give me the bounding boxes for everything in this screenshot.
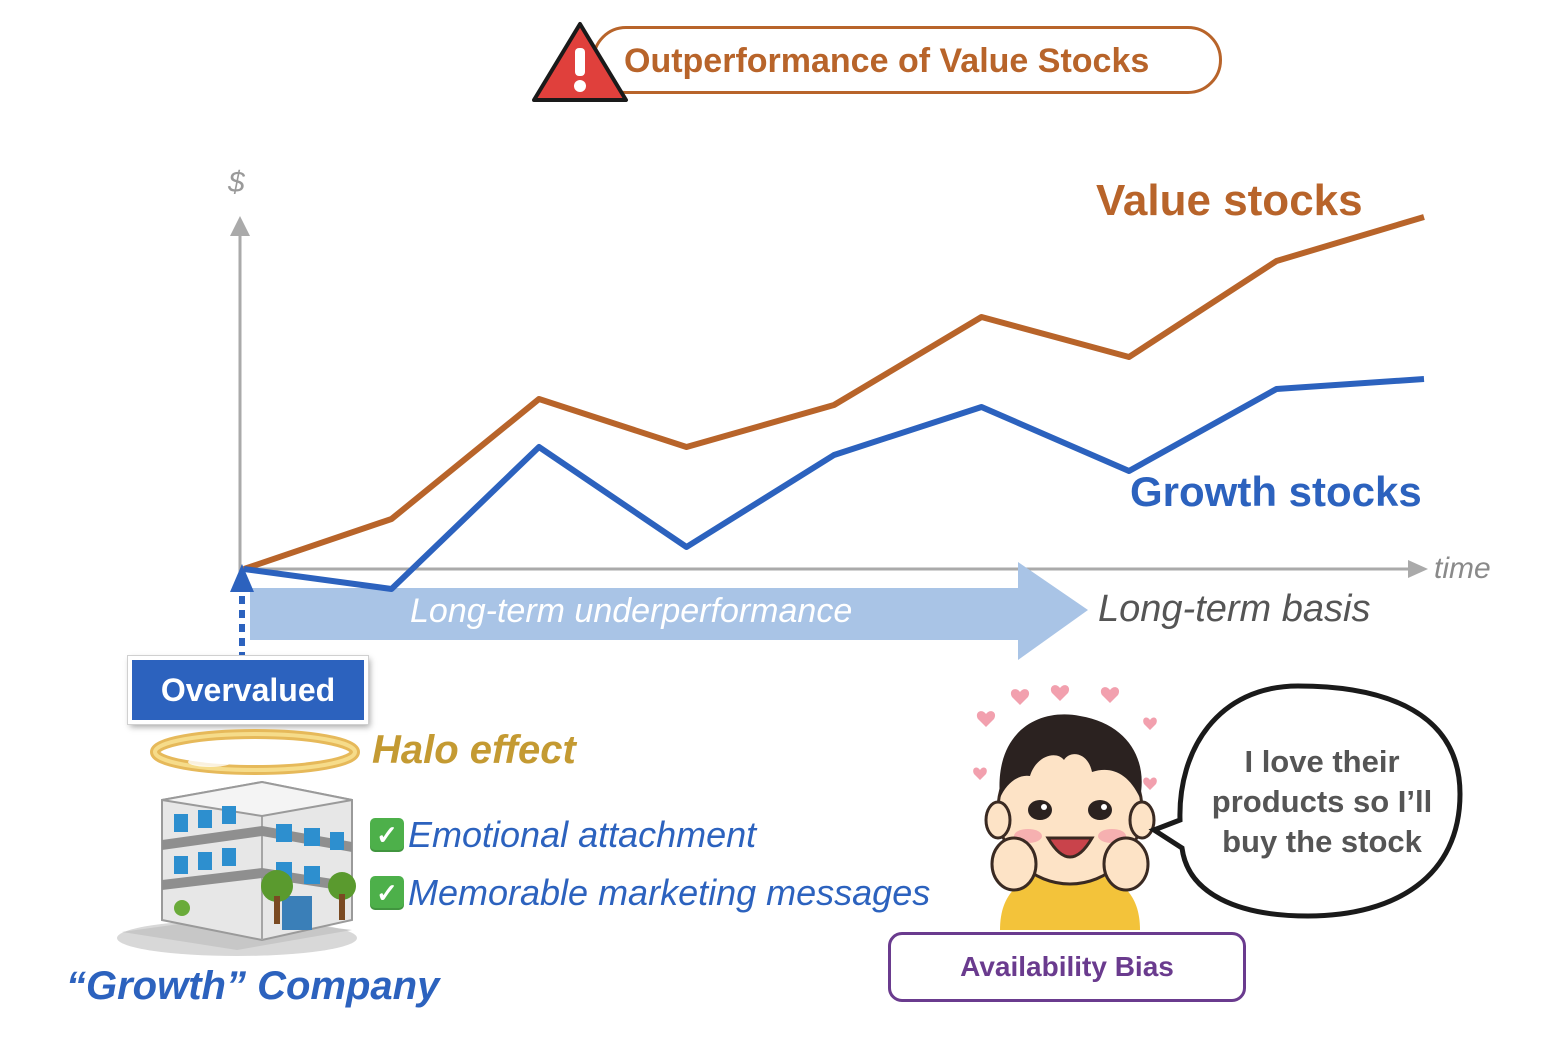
y-axis-label: $: [228, 166, 245, 199]
checklist-item: ✓ Emotional attachment: [370, 814, 756, 856]
building-icon: [117, 780, 357, 956]
halo-icon: [150, 729, 360, 775]
title-pill: [592, 26, 1222, 94]
overvalued-badge: Overvalued: [128, 656, 368, 724]
underperformance-text: Long-term underperformance: [410, 592, 853, 630]
x-axis-label: time: [1434, 552, 1491, 585]
value-series-label: Value stocks: [1096, 176, 1363, 225]
speech-bubble: [1148, 683, 1463, 919]
halo-effect-label: Halo effect: [372, 728, 576, 772]
y-axis-arrowhead: [230, 216, 250, 236]
growth-company-label: “Growth” Company: [66, 964, 440, 1008]
connector-arrowhead: [230, 564, 254, 592]
growth-series-label: Growth stocks: [1130, 468, 1422, 515]
x-axis-arrowhead: [1408, 560, 1428, 578]
warning-triangle-icon: [532, 22, 628, 102]
availability-bias-label: Availability Bias: [888, 932, 1246, 1002]
happy-child-icon: [973, 685, 1157, 930]
speech-bubble-text: I love their products so I’ll buy the st…: [1211, 744, 1433, 859]
value-stocks-line: [243, 214, 1425, 572]
checklist-item-text: Emotional attachment: [408, 814, 757, 855]
checkmark-icon: ✓: [370, 876, 404, 910]
growth-stocks-line: [243, 376, 1425, 592]
underperformance-arrow: [250, 562, 1088, 660]
basis-label: Long-term basis: [1098, 588, 1371, 630]
title-text: Outperformance of Value Stocks: [624, 42, 1150, 80]
checklist-item-text: Memorable marketing messages: [408, 872, 931, 913]
checkmark-icon: ✓: [370, 818, 404, 852]
checklist-item: ✓ Memorable marketing messages: [370, 872, 930, 914]
